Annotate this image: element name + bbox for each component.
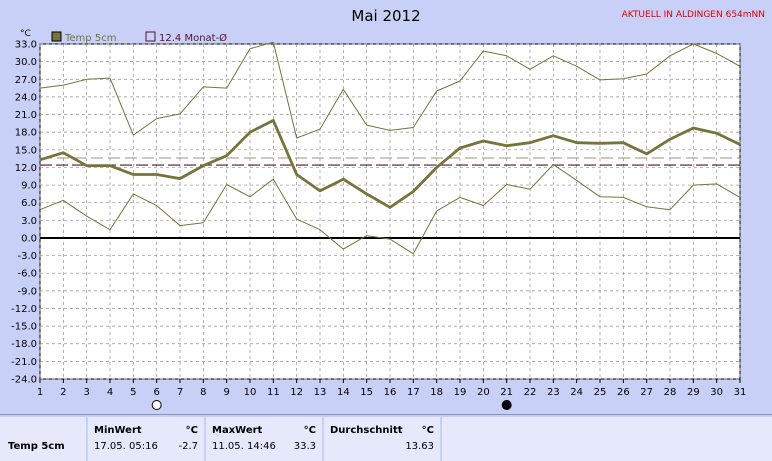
x-tick-label: 9 xyxy=(223,387,229,398)
x-tick-label: 22 xyxy=(524,387,537,398)
y-tick-label: 3.0 xyxy=(21,216,37,227)
stats-row-label-cell: Temp 5cm xyxy=(0,417,86,461)
y-unit-label: °C xyxy=(20,29,31,39)
x-tick-label: 25 xyxy=(594,387,607,398)
y-tick-label: -24.0 xyxy=(11,375,37,386)
grid xyxy=(39,43,741,380)
stats-max-header: MaxWert xyxy=(212,425,263,436)
x-tick-label: 5 xyxy=(130,387,136,398)
reference-lines xyxy=(40,157,740,239)
x-tick-label: 13 xyxy=(314,387,327,398)
legend-label-temp: Temp 5cm xyxy=(64,33,116,44)
stats-min-value: -2.7 xyxy=(178,441,198,452)
stats-min-unit: °C xyxy=(185,425,198,436)
series-line-max xyxy=(39,41,741,139)
y-tick-label: -15.0 xyxy=(11,322,37,333)
x-tick-label: 4 xyxy=(107,387,113,398)
stats-min-cell: MinWert °C 17.05. 05:16 -2.7 xyxy=(88,417,204,461)
x-tick-label: 21 xyxy=(500,387,513,398)
x-tick-label: 8 xyxy=(200,387,206,398)
x-tick-label: 1 xyxy=(37,387,43,398)
chart-area: Mai 2012 AKTUELL IN ALDINGEN 654mNN °C T… xyxy=(11,7,765,410)
y-tick-label: 15.0 xyxy=(15,145,37,156)
x-tick-label: 11 xyxy=(267,387,280,398)
x-tick-label: 15 xyxy=(360,387,373,398)
stats-avg-cell: Durchschnitt °C 13.63 xyxy=(324,417,440,461)
y-tick-label: -6.0 xyxy=(17,269,37,280)
x-tick-label: 14 xyxy=(337,387,350,398)
y-tick-label: -9.0 xyxy=(17,286,37,297)
stats-min-time: 17.05. 05:16 xyxy=(94,441,158,452)
y-tick-label: 6.0 xyxy=(21,198,37,209)
full-moon-icon xyxy=(151,400,162,410)
y-tick-label: 9.0 xyxy=(21,181,37,192)
y-tick-label: 21.0 xyxy=(15,110,37,121)
x-tick-label: 7 xyxy=(177,387,183,398)
x-tick-label: 2 xyxy=(60,387,66,398)
x-tick-label: 17 xyxy=(407,387,420,398)
x-tick-label: 29 xyxy=(687,387,700,398)
series-line-min xyxy=(39,164,741,255)
y-tick-label: -18.0 xyxy=(11,339,37,350)
x-tick-label: 24 xyxy=(570,387,583,398)
legend-label-average: 12.4 Monat-Ø xyxy=(159,32,227,44)
stats-panel: Temp 5cm MinWert °C 17.05. 05:16 -2.7 Ma… xyxy=(0,414,772,461)
y-tick-label: 30.0 xyxy=(15,57,37,68)
stats-avg-value: 13.63 xyxy=(405,441,434,452)
new-moon-icon xyxy=(501,400,512,410)
station-label: AKTUELL IN ALDINGEN 654mNN xyxy=(622,10,765,20)
y-tick-label: 24.0 xyxy=(15,92,37,103)
x-tick-label: 10 xyxy=(244,387,257,398)
y-tick-label: 12.0 xyxy=(15,163,37,174)
x-tick-label: 30 xyxy=(710,387,723,398)
stats-max-time: 11.05. 14:46 xyxy=(212,441,276,452)
x-tick-label: 28 xyxy=(664,387,677,398)
x-tick-labels: 1 2 3 4 5 6 7 8 9 10 11 12 13 14 15 16 17 18 19 20 21 22 23 24 2… xyxy=(37,379,747,398)
series-lines xyxy=(39,41,741,255)
legend-swatch-average xyxy=(145,31,156,42)
y-tick-label: -3.0 xyxy=(17,251,37,262)
y-tick-label: -21.0 xyxy=(11,357,37,368)
stats-min-header: MinWert xyxy=(94,425,142,436)
x-tick-label: 20 xyxy=(477,387,490,398)
stats-avg-unit: °C xyxy=(421,425,434,436)
stats-max-unit: °C xyxy=(303,425,316,436)
stats-max-cell: MaxWert °C 11.05. 14:46 33.3 xyxy=(206,417,322,461)
x-tick-label: 23 xyxy=(547,387,560,398)
y-tick-label: 18.0 xyxy=(15,128,37,139)
x-tick-label: 27 xyxy=(640,387,653,398)
x-tick-label: 26 xyxy=(617,387,630,398)
y-tick-label: 0.0 xyxy=(21,233,37,244)
stats-max-value: 33.3 xyxy=(293,441,316,452)
series-line-temp xyxy=(39,119,741,209)
legend: Temp 5cm 12.4 Monat-Ø xyxy=(51,31,227,44)
y-tick-label: 27.0 xyxy=(15,75,37,86)
stats-avg-header: Durchschnitt xyxy=(330,425,403,436)
stats-row-label: Temp 5cm xyxy=(8,441,65,452)
x-tick-label: 31 xyxy=(734,387,747,398)
y-tick-labels: 33.0 30.0 27.0 24.0 21.0 18.0 15.0 12.0 9.0 6.0 3.… xyxy=(11,40,37,386)
moon-phases xyxy=(151,400,512,410)
x-tick-label: 18 xyxy=(430,387,443,398)
y-tick-label: 33.0 xyxy=(15,40,37,51)
stats-empty-cell xyxy=(442,417,772,461)
y-tick-label: -12.0 xyxy=(11,304,37,315)
x-tick-label: 6 xyxy=(153,387,159,398)
chart-title: Mai 2012 xyxy=(351,7,420,25)
x-tick-label: 12 xyxy=(290,387,303,398)
x-tick-label: 19 xyxy=(454,387,467,398)
x-tick-label: 16 xyxy=(384,387,397,398)
legend-swatch-temp xyxy=(51,31,62,42)
x-tick-label: 3 xyxy=(83,387,89,398)
